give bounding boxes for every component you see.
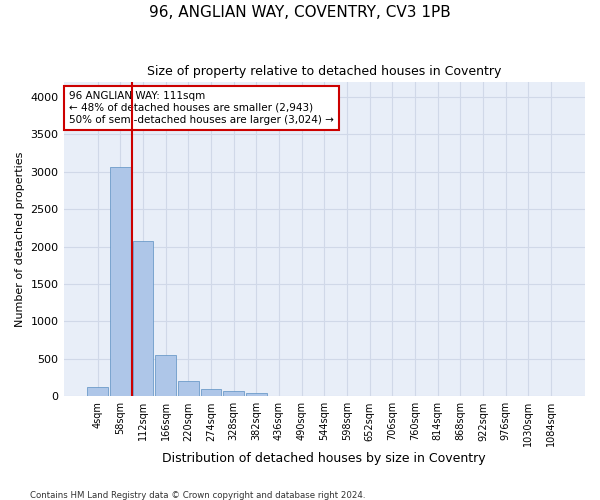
Bar [223,390,244,396]
Bar [200,389,221,396]
Bar [246,393,267,396]
Bar [110,168,131,396]
Text: Contains HM Land Registry data © Crown copyright and database right 2024.: Contains HM Land Registry data © Crown c… [30,490,365,500]
Y-axis label: Number of detached properties: Number of detached properties [15,152,25,327]
Bar [178,382,199,396]
X-axis label: Distribution of detached houses by size in Coventry: Distribution of detached houses by size … [163,452,486,465]
Bar [133,240,154,396]
Bar [87,388,108,396]
Title: Size of property relative to detached houses in Coventry: Size of property relative to detached ho… [147,65,502,78]
Bar [155,355,176,397]
Text: 96 ANGLIAN WAY: 111sqm
← 48% of detached houses are smaller (2,943)
50% of semi-: 96 ANGLIAN WAY: 111sqm ← 48% of detached… [69,92,334,124]
Text: 96, ANGLIAN WAY, COVENTRY, CV3 1PB: 96, ANGLIAN WAY, COVENTRY, CV3 1PB [149,5,451,20]
